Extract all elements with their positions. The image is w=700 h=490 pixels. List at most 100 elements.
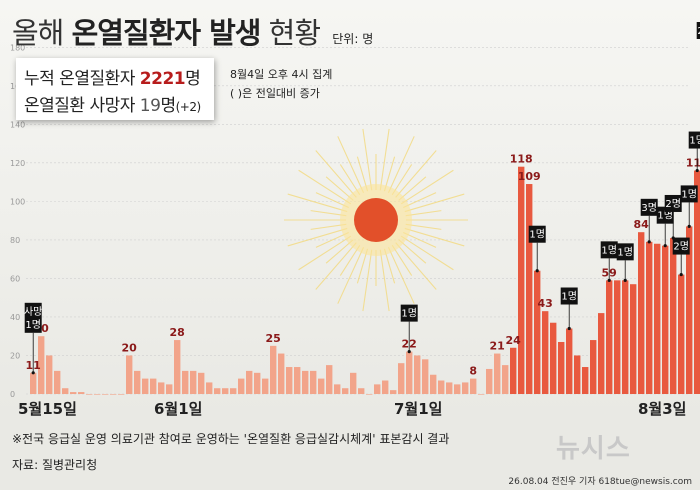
annotation-dot xyxy=(695,168,699,173)
sun-ray xyxy=(339,164,361,196)
bar xyxy=(302,370,309,394)
bar xyxy=(238,378,245,394)
bar xyxy=(166,384,173,394)
bar xyxy=(462,382,469,394)
bar xyxy=(94,394,101,395)
sun-ray xyxy=(403,231,437,248)
bar xyxy=(582,367,589,394)
bar xyxy=(230,388,237,394)
bar xyxy=(70,392,77,394)
deaths-line: 온열질환 사망자 19명(+2) xyxy=(24,91,201,116)
annotation-box xyxy=(640,198,658,216)
deaths-value: 19 xyxy=(139,96,161,116)
bar xyxy=(318,378,325,394)
bar xyxy=(678,274,685,394)
x-tick-label: 7월1일 xyxy=(394,400,443,418)
sun-ray xyxy=(298,169,352,205)
annotation-box xyxy=(24,302,42,333)
y-tick-label: 80 xyxy=(10,236,20,245)
annotation-text: 2명 xyxy=(665,198,681,210)
bar xyxy=(438,380,445,394)
annotation-dot xyxy=(663,244,667,248)
sun-ray xyxy=(315,150,357,198)
annotation-text: 1명 xyxy=(681,188,697,200)
annotation-dot xyxy=(623,278,627,282)
sun-ray xyxy=(337,136,365,193)
bar xyxy=(206,382,213,394)
newsis-logo: 뉴시스 xyxy=(556,434,631,464)
data-label: 116 xyxy=(686,157,700,170)
annotation-text: 1명 xyxy=(529,229,545,241)
annotation-box xyxy=(688,131,700,149)
bar xyxy=(414,355,421,394)
bar xyxy=(614,280,621,394)
bar xyxy=(222,388,229,394)
bar xyxy=(350,372,357,394)
bar xyxy=(550,322,557,394)
annotation-box xyxy=(560,287,578,305)
bar xyxy=(326,365,333,394)
cumulative-value: 2221 xyxy=(139,69,186,89)
bar xyxy=(526,184,533,394)
title-tail: 현황 xyxy=(268,16,321,50)
sun-ray xyxy=(400,169,454,205)
bar xyxy=(566,328,573,394)
annotation-text: 3명 xyxy=(641,202,657,214)
sun-ray xyxy=(403,192,437,209)
bar xyxy=(270,345,277,394)
bar xyxy=(334,384,341,394)
bar xyxy=(630,284,637,394)
sun-ray xyxy=(400,235,454,271)
sun-ray xyxy=(362,249,373,312)
chart-bars xyxy=(30,166,700,395)
bar xyxy=(86,394,93,395)
bar xyxy=(342,388,349,394)
bar xyxy=(30,372,37,394)
bar xyxy=(294,367,301,394)
sun-ray xyxy=(395,150,437,198)
bar xyxy=(542,311,549,394)
bar xyxy=(510,347,517,394)
y-tick-label: 120 xyxy=(10,159,25,168)
annotation-text: 사망 xyxy=(24,306,42,318)
y-tick-label: 180 xyxy=(10,43,25,52)
bar xyxy=(54,370,61,394)
chart-data-labels: 11302028252282124118109435984116186 xyxy=(26,153,700,378)
data-label: 109 xyxy=(518,170,541,183)
data-label: 118 xyxy=(510,153,533,166)
bar xyxy=(374,384,381,394)
annotation-dot xyxy=(31,371,35,375)
bar xyxy=(670,237,677,394)
sun-ray xyxy=(404,193,465,213)
sun-ray xyxy=(405,223,442,230)
x-tick-label: 5월15일 xyxy=(18,400,77,418)
bar xyxy=(398,363,405,394)
unit-label: 단위: 명 xyxy=(332,32,374,46)
annotation-box xyxy=(696,22,700,39)
bar xyxy=(158,382,165,394)
deaths-label: 온열질환 사망자 xyxy=(24,96,135,116)
annotation-text: 1명 xyxy=(657,210,673,222)
sun-ray xyxy=(287,193,348,213)
bar xyxy=(622,280,629,394)
sun-ray xyxy=(315,242,357,290)
annotation-text: 1명 xyxy=(401,308,417,320)
annotation-box xyxy=(616,243,634,261)
bar xyxy=(454,384,461,394)
bar xyxy=(502,365,509,394)
paren-note: ( )은 전일대비 증가 xyxy=(230,87,320,100)
bar xyxy=(606,280,613,394)
bar xyxy=(182,370,189,394)
bar xyxy=(310,370,317,394)
bar xyxy=(430,374,437,394)
data-label: 28 xyxy=(170,326,185,339)
bar xyxy=(62,388,69,394)
bar xyxy=(102,394,109,395)
bar xyxy=(78,392,85,394)
annotation-box xyxy=(680,185,698,203)
sun-core xyxy=(354,198,398,242)
sun-ray xyxy=(315,231,349,248)
bar xyxy=(494,353,501,394)
data-label: 20 xyxy=(122,341,138,354)
title-light: 올해 xyxy=(12,16,64,50)
